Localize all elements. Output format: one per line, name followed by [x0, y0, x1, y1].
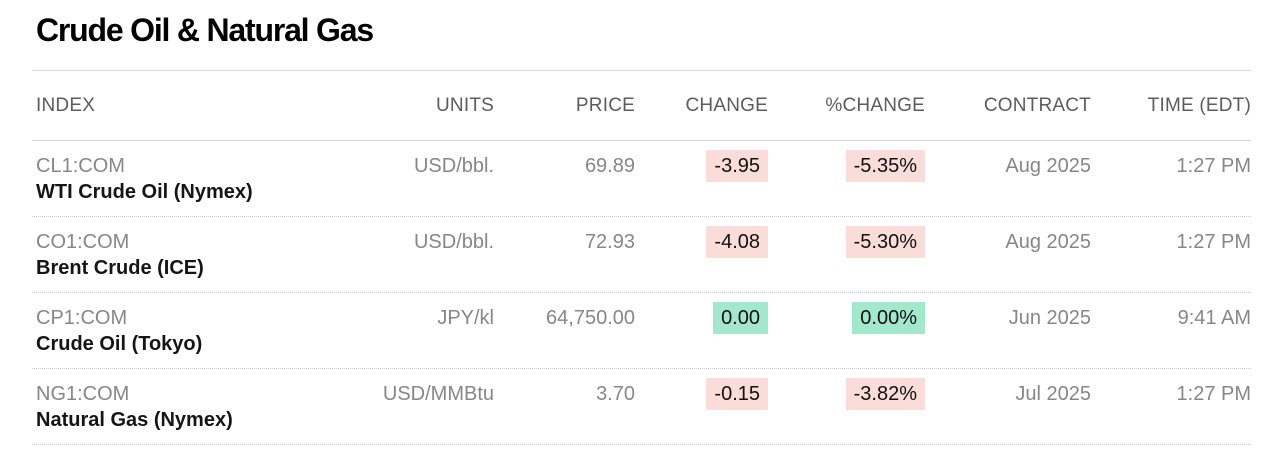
column-header-price: PRICE: [575, 94, 635, 116]
pct-change-badge: -5.30%: [845, 226, 925, 258]
ticker-link[interactable]: CL1:COM: [36, 155, 125, 177]
table-row: CL1:COM WTI Crude Oil (Nymex) USD/bbl. 6…: [32, 141, 1251, 216]
pct-change-badge: 0.00%: [852, 302, 925, 334]
column-header-units: UNITS: [436, 94, 494, 116]
time-cell: 1:27 PM: [1176, 383, 1251, 405]
price-cell: 72.93: [584, 231, 635, 253]
ticker-link[interactable]: CP1:COM: [36, 307, 128, 329]
column-header-change: CHANGE: [685, 94, 768, 116]
index-cell: NG1:COM Natural Gas (Nymex): [32, 381, 364, 433]
change-badge: -3.95: [706, 150, 768, 182]
contract-cell: Jun 2025: [1008, 307, 1091, 329]
contract-cell: Aug 2025: [1005, 155, 1091, 177]
pct-change-cell: -5.35%: [768, 150, 925, 182]
price-cell: 69.89: [584, 155, 635, 177]
contract-cell: Aug 2025: [1005, 231, 1091, 253]
column-header-contract: CONTRACT: [983, 94, 1091, 116]
time-cell: 9:41 AM: [1177, 307, 1251, 329]
units-cell: USD/MMBtu: [382, 383, 494, 405]
units-cell: JPY/kl: [437, 307, 494, 329]
column-header-index: INDEX: [36, 94, 96, 116]
index-cell: CL1:COM WTI Crude Oil (Nymex): [32, 153, 364, 205]
contract-cell: Jul 2025: [1015, 383, 1091, 405]
instrument-name: Natural Gas (Nymex): [36, 409, 233, 431]
change-badge: -4.08: [706, 226, 768, 258]
ticker-link[interactable]: NG1:COM: [36, 383, 130, 405]
index-cell: CP1:COM Crude Oil (Tokyo): [32, 305, 364, 357]
table-row: CO1:COM Brent Crude (ICE) USD/bbl. 72.93…: [32, 216, 1251, 292]
ticker-link[interactable]: CO1:COM: [36, 231, 130, 253]
change-cell: -3.95: [635, 150, 768, 182]
change-cell: -0.15: [635, 378, 768, 410]
index-cell: CO1:COM Brent Crude (ICE): [32, 229, 364, 281]
price-cell: 3.70: [596, 383, 635, 405]
change-cell: -4.08: [635, 226, 768, 258]
table-row: CP1:COM Crude Oil (Tokyo) JPY/kl 64,750.…: [32, 292, 1251, 368]
pct-change-badge: -5.35%: [845, 150, 925, 182]
title-divider: [32, 70, 1251, 71]
pct-change-cell: -5.30%: [768, 226, 925, 258]
units-cell: USD/bbl.: [413, 231, 494, 253]
column-header-pct-change: %CHANGE: [825, 94, 925, 116]
instrument-name: Crude Oil (Tokyo): [36, 333, 203, 355]
time-cell: 1:27 PM: [1176, 155, 1251, 177]
change-badge: 0.00: [713, 302, 768, 334]
table-row: NG1:COM Natural Gas (Nymex) USD/MMBtu 3.…: [32, 368, 1251, 445]
page-title: Crude Oil & Natural Gas: [36, 12, 374, 48]
change-badge: -0.15: [706, 378, 768, 410]
instrument-name: Brent Crude (ICE): [36, 257, 204, 279]
instrument-name: WTI Crude Oil (Nymex): [36, 181, 253, 203]
pct-change-cell: 0.00%: [768, 302, 925, 334]
units-cell: USD/bbl.: [413, 155, 494, 177]
pct-change-badge: -3.82%: [845, 378, 925, 410]
change-cell: 0.00: [635, 302, 768, 334]
commodities-panel: Crude Oil & Natural Gas INDEX UNITS PRIC…: [32, 0, 1251, 445]
table-header-row: INDEX UNITS PRICE CHANGE %CHANGE CONTRAC…: [32, 71, 1251, 141]
price-cell: 64,750.00: [546, 307, 635, 329]
time-cell: 1:27 PM: [1176, 231, 1251, 253]
pct-change-cell: -3.82%: [768, 378, 925, 410]
column-header-time: TIME (EDT): [1147, 94, 1251, 116]
